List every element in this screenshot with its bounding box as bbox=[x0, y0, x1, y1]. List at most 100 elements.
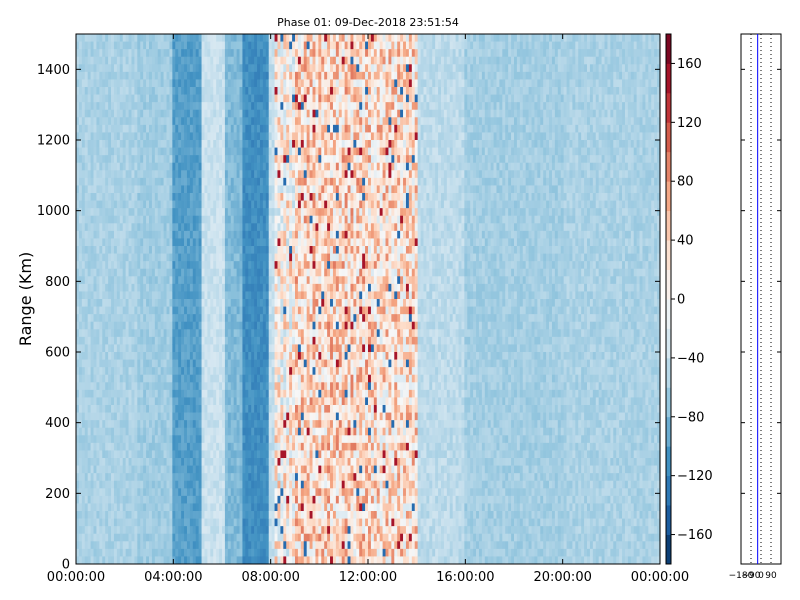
heatmap-cell bbox=[122, 276, 126, 285]
heatmap-cell bbox=[257, 132, 261, 141]
heatmap-cell bbox=[76, 511, 80, 519]
heatmap-cell bbox=[216, 291, 220, 300]
heatmap-cell bbox=[239, 193, 243, 201]
heatmap-cell bbox=[172, 71, 176, 80]
heatmap-cell bbox=[277, 177, 281, 186]
heatmap-cell bbox=[125, 299, 129, 307]
heatmap-cell bbox=[146, 359, 150, 368]
heatmap-cell bbox=[248, 420, 252, 429]
heatmap-cell bbox=[224, 306, 229, 315]
heatmap-cell bbox=[105, 367, 109, 376]
heatmap-cell bbox=[122, 480, 126, 489]
heatmap-cell bbox=[99, 533, 103, 542]
heatmap-cell bbox=[119, 87, 124, 95]
heatmap-cell bbox=[254, 34, 258, 42]
heatmap-cell bbox=[102, 473, 106, 482]
heatmap-cell bbox=[227, 177, 232, 186]
heatmap-cell bbox=[219, 208, 223, 217]
heatmap-cell bbox=[131, 389, 135, 398]
heatmap-cell bbox=[222, 238, 226, 247]
heatmap-cell bbox=[122, 526, 126, 535]
heatmap-cell bbox=[242, 276, 246, 285]
heatmap-cell bbox=[201, 223, 205, 232]
heatmap-cell bbox=[116, 427, 121, 436]
heatmap-cell bbox=[108, 548, 112, 557]
heatmap-cell bbox=[137, 170, 141, 179]
heatmap-cell bbox=[157, 34, 162, 42]
heatmap-cell bbox=[131, 314, 135, 323]
heatmap-cell bbox=[259, 64, 264, 73]
heatmap-cell bbox=[195, 420, 199, 429]
heatmap-cell bbox=[122, 177, 126, 186]
heatmap-cell bbox=[108, 155, 112, 164]
heatmap-cell bbox=[239, 230, 243, 239]
heatmap-cell bbox=[178, 155, 182, 164]
heatmap-cell bbox=[149, 193, 153, 201]
heatmap-cell bbox=[119, 503, 124, 512]
heatmap-cell bbox=[169, 526, 173, 535]
heatmap-cell bbox=[90, 306, 94, 315]
heatmap-cell bbox=[163, 465, 167, 474]
heatmap-cell bbox=[268, 435, 272, 444]
heatmap-cell bbox=[248, 87, 252, 95]
heatmap-cell bbox=[242, 49, 246, 58]
heatmap-cell bbox=[277, 450, 281, 459]
heatmap-cell bbox=[210, 352, 214, 360]
heatmap-cell bbox=[149, 71, 153, 80]
heatmap-cell bbox=[169, 230, 173, 239]
heatmap-cell bbox=[166, 480, 170, 489]
heatmap-cell bbox=[189, 405, 194, 413]
heatmap-cell bbox=[271, 336, 275, 345]
heatmap-cell bbox=[102, 117, 106, 126]
heatmap-cell bbox=[146, 124, 150, 133]
heatmap-cell bbox=[184, 253, 188, 262]
heatmap-cell bbox=[175, 352, 179, 360]
heatmap-cell bbox=[99, 94, 103, 103]
heatmap-cell bbox=[160, 503, 164, 512]
heatmap-cell bbox=[248, 253, 252, 262]
heatmap-cell bbox=[216, 526, 220, 535]
heatmap-cell bbox=[175, 314, 179, 323]
heatmap-cell bbox=[222, 450, 226, 459]
heatmap-cell bbox=[143, 253, 147, 262]
heatmap-cell bbox=[271, 208, 275, 217]
heatmap-cell bbox=[195, 329, 199, 338]
heatmap-cell bbox=[216, 215, 220, 224]
heatmap-cell bbox=[219, 193, 223, 201]
heatmap-cell bbox=[116, 117, 121, 126]
heatmap-cell bbox=[186, 185, 191, 194]
heatmap-cell bbox=[163, 526, 167, 535]
heatmap-cell bbox=[93, 495, 97, 504]
heatmap-cell bbox=[137, 329, 141, 338]
heatmap-cell bbox=[254, 49, 258, 58]
heatmap-cell bbox=[134, 155, 138, 164]
heatmap-cell bbox=[242, 518, 246, 527]
heatmap-cell bbox=[274, 208, 278, 217]
heatmap-cell bbox=[99, 283, 103, 292]
heatmap-cell bbox=[163, 495, 167, 504]
heatmap-cell bbox=[224, 71, 229, 80]
heatmap-cell bbox=[239, 533, 243, 542]
heatmap-cell bbox=[230, 185, 235, 194]
heatmap-cell bbox=[248, 147, 252, 156]
heatmap-cell bbox=[257, 458, 261, 466]
heatmap-cell bbox=[128, 56, 132, 65]
heatmap-cell bbox=[157, 321, 162, 330]
heatmap-cell bbox=[198, 299, 202, 307]
heatmap-cell bbox=[84, 480, 89, 489]
heatmap-cell bbox=[140, 34, 144, 42]
heatmap-cell bbox=[87, 314, 91, 323]
heatmap-cell bbox=[259, 162, 264, 171]
heatmap-cell bbox=[186, 458, 191, 466]
heatmap-cell bbox=[201, 480, 205, 489]
heatmap-cell bbox=[169, 56, 173, 65]
heatmap-cell bbox=[163, 306, 167, 315]
heatmap-cell bbox=[125, 412, 129, 421]
heatmap-cell bbox=[192, 359, 197, 368]
heatmap-cell bbox=[213, 435, 217, 444]
heatmap-cell bbox=[149, 367, 153, 376]
heatmap-cell bbox=[222, 352, 226, 360]
heatmap-cell bbox=[186, 488, 191, 497]
heatmap-cell bbox=[122, 94, 126, 103]
heatmap-cell bbox=[84, 49, 89, 58]
